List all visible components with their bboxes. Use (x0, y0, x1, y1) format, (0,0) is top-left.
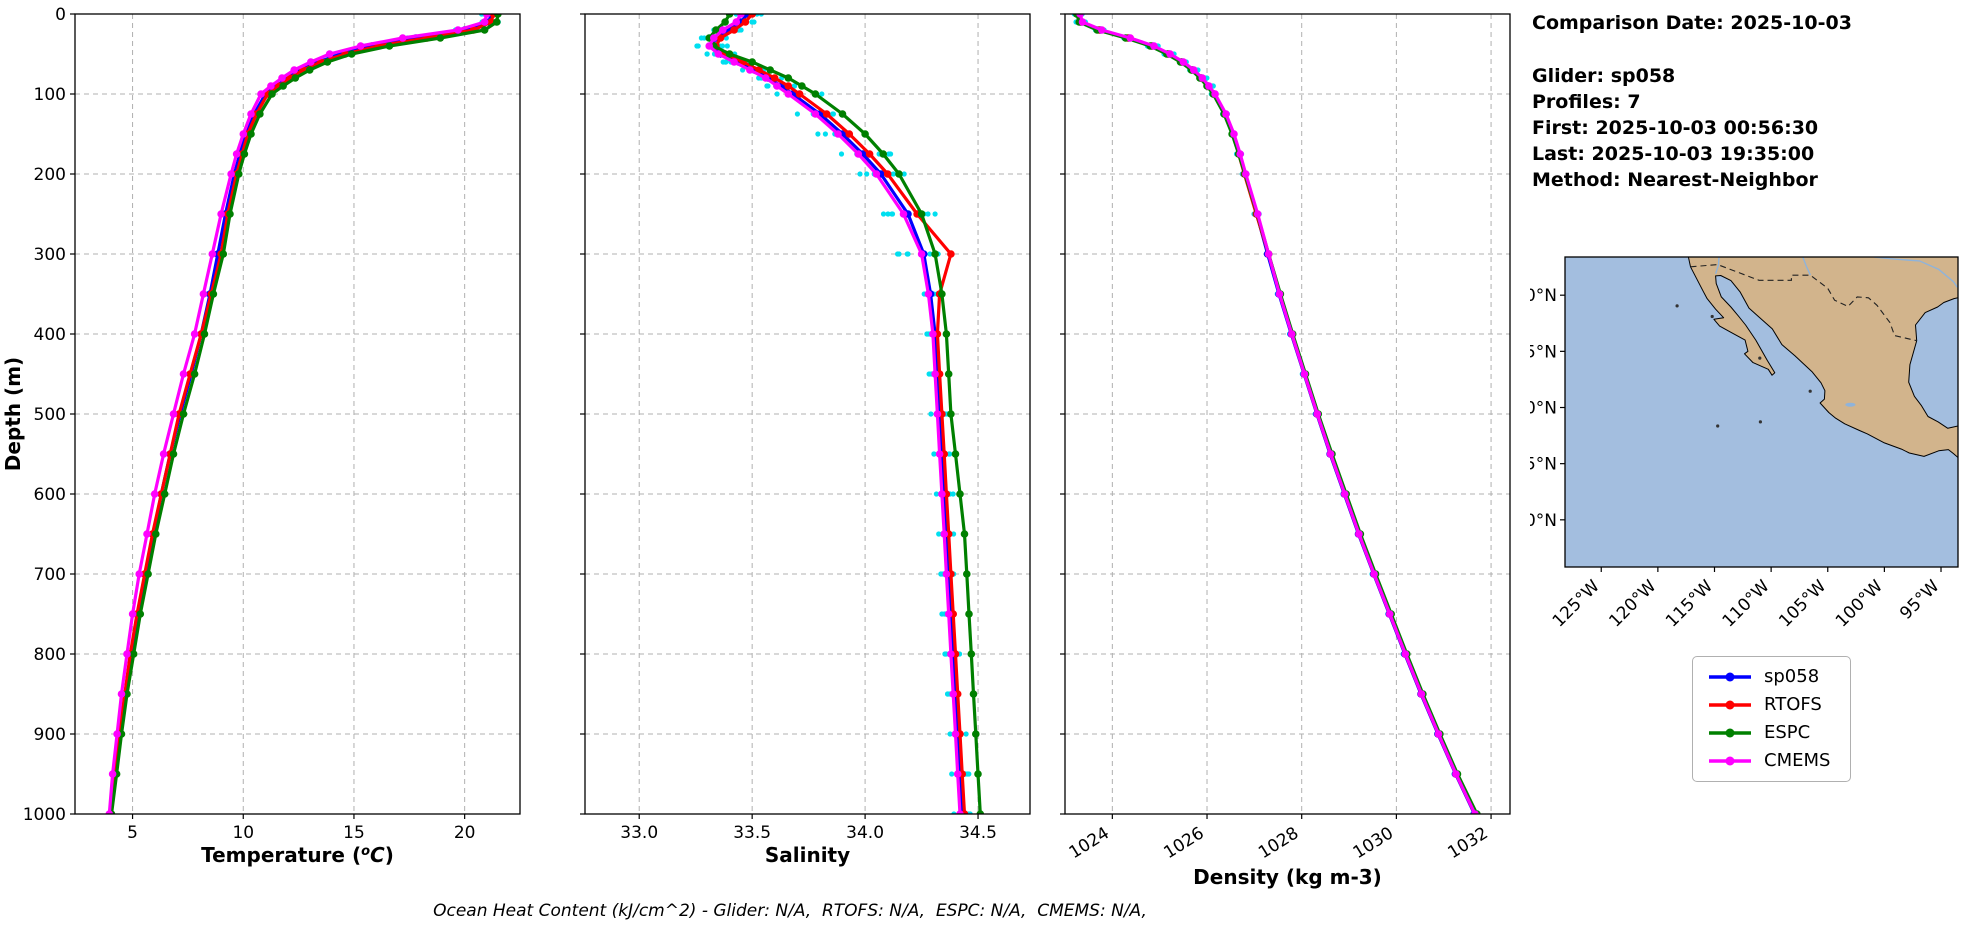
comparison-date-text: Comparison Date: 2025-10-03 (1532, 12, 1852, 34)
svg-text:10°N: 10°N (1530, 511, 1557, 531)
svg-text:500: 500 (34, 405, 66, 425)
first-profile-time-text: First: 2025-10-03 00:56:30 (1532, 117, 1819, 139)
svg-text:33.5: 33.5 (733, 823, 771, 843)
svg-text:20°N: 20°N (1530, 399, 1557, 419)
svg-text:200: 200 (34, 165, 66, 185)
svg-text:25°N: 25°N (1530, 342, 1557, 362)
svg-text:95°W: 95°W (1896, 576, 1943, 623)
svg-text:700: 700 (34, 565, 66, 585)
svg-text:20: 20 (454, 823, 476, 843)
legend-item-ESPC: ESPC (1707, 724, 1830, 742)
map-island-1 (1710, 314, 1714, 319)
legend-item-RTOFS: RTOFS (1707, 696, 1830, 714)
legend-item-sp058: sp058 (1707, 668, 1830, 686)
svg-text:1024: 1024 (1066, 823, 1113, 863)
svg-text:125°W: 125°W (1549, 576, 1604, 631)
svg-text:800: 800 (34, 645, 66, 665)
map-river-2 (1874, 257, 1958, 288)
salinity-gridlines (585, 13, 1030, 815)
salinity-markers-ESPC (705, 14, 985, 814)
temperature-xlabel: Temperature (oC) (201, 843, 394, 867)
map-island-0 (1675, 304, 1679, 308)
svg-text:100°W: 100°W (1832, 576, 1887, 631)
legend-marker-RTOFS (1709, 700, 1751, 710)
svg-text:0: 0 (55, 5, 66, 25)
svg-text:5: 5 (127, 823, 138, 843)
temperature-ticks (70, 13, 466, 819)
salinity-profile-chart: 33.0 33.5 34.0 34.5 Salinity (580, 13, 1031, 867)
salinity-markers-RTOFS (712, 14, 969, 814)
ocean-heat-content-note: Ocean Heat Content (kJ/cm^2) - Glider: N… (433, 901, 1147, 921)
svg-text:1028: 1028 (1255, 823, 1302, 863)
location-map: 30°N 25°N 20°N 15°N 10°N 125°W120°W115°W110°W… (1530, 256, 1959, 631)
svg-text:34.5: 34.5 (959, 823, 997, 843)
density-profile-chart: 1024 1026 1028 1030 1032 Density (kg m-3) (1060, 13, 1511, 889)
salinity-xlabel: Salinity (765, 843, 850, 867)
svg-text:1032: 1032 (1444, 823, 1491, 863)
method-text: Method: Nearest-Neighbor (1532, 169, 1818, 191)
legend-label-CMEMS: CMEMS (1764, 750, 1831, 771)
map-river-0 (1714, 257, 1720, 275)
svg-text:600: 600 (34, 485, 66, 505)
svg-text:1030: 1030 (1350, 823, 1397, 863)
profiles-count-text: Profiles: 7 (1532, 91, 1641, 113)
density-markers-CMEMS (1076, 14, 1479, 814)
salinity-markers-CMEMS (705, 14, 964, 814)
legend-marker-ESPC (1709, 728, 1751, 738)
svg-text:300: 300 (34, 245, 66, 265)
temperature-ylabel: Depth (m) (1, 357, 25, 471)
svg-text:15: 15 (343, 823, 365, 843)
svg-text:15°N: 15°N (1530, 455, 1557, 475)
map-landmass-0 (1687, 257, 1958, 458)
map-river-1 (1802, 257, 1812, 276)
temperature-profile-chart: 5 10 15 2001002003004005006007008009001000T… (1, 5, 521, 867)
map-lake-0 (1845, 402, 1856, 407)
map-frame (1564, 256, 1959, 568)
legend-label-sp058: sp058 (1764, 666, 1820, 687)
map-island-4 (1808, 389, 1812, 393)
svg-text:34.0: 34.0 (846, 823, 884, 843)
density-ticks (1060, 13, 1492, 819)
svg-text:120°W: 120°W (1605, 576, 1660, 631)
svg-text:100: 100 (34, 85, 66, 105)
density-gridlines (1065, 13, 1510, 815)
temperature-gridlines (75, 13, 520, 815)
salinity-tick-labels: 33.0 33.5 34.0 34.5 (620, 823, 997, 843)
temperature-markers-CMEMS (105, 14, 491, 814)
legend-item-CMEMS: CMEMS (1707, 752, 1830, 770)
map-ticks (1560, 294, 1942, 572)
glider-name-text: Glider: sp058 (1532, 65, 1676, 87)
svg-text:105°W: 105°W (1775, 576, 1830, 631)
svg-text:110°W: 110°W (1719, 576, 1774, 631)
salinity-ticks (580, 13, 979, 819)
svg-text:115°W: 115°W (1662, 576, 1717, 631)
map-features (1675, 257, 1958, 458)
svg-text:400: 400 (34, 325, 66, 345)
svg-text:1000: 1000 (23, 805, 66, 825)
legend-marker-sp058 (1709, 672, 1751, 682)
salinity-plot-area (694, 14, 985, 814)
svg-text:33.0: 33.0 (620, 823, 658, 843)
density-tick-labels: 1024 1026 1028 1030 1032 (1066, 823, 1492, 863)
map-island-2 (1758, 420, 1762, 424)
last-profile-time-text: Last: 2025-10-03 19:35:00 (1532, 143, 1815, 165)
map-island-5 (1758, 356, 1762, 360)
map-country-border-0 (1690, 264, 1917, 342)
legend-marker-CMEMS (1709, 756, 1751, 766)
legend-label-ESPC: ESPC (1764, 722, 1811, 743)
legend: sp058 RTOFS ESPC CMEMS (1692, 656, 1852, 782)
density-plot-area (1071, 14, 1481, 814)
legend-label-RTOFS: RTOFS (1764, 694, 1822, 715)
temperature-plot-area (105, 14, 502, 814)
svg-text:1026: 1026 (1160, 823, 1207, 863)
density-xlabel: Density (kg m-3) (1193, 865, 1382, 889)
temperature-markers-ESPC (107, 14, 502, 814)
map-island-3 (1716, 424, 1720, 428)
svg-text:10: 10 (232, 823, 254, 843)
info-panel: Comparison Date: 2025-10-03 Glider: sp05… (1532, 10, 1852, 193)
svg-text:30°N: 30°N (1530, 286, 1557, 306)
svg-text:900: 900 (34, 725, 66, 745)
